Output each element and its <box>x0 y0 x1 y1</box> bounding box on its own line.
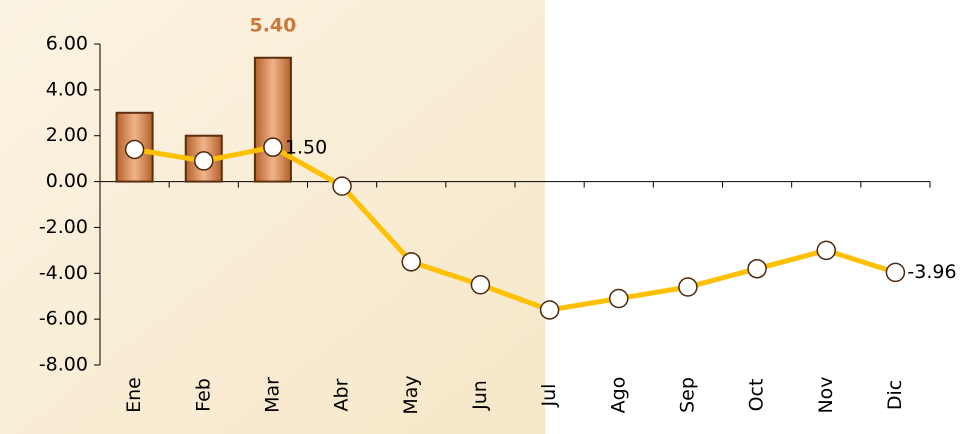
y-tick-label: -4.00 <box>39 262 88 284</box>
x-tick-label: Oct <box>746 379 768 412</box>
data-label: 5.40 <box>249 14 296 36</box>
y-tick-label: 0.00 <box>46 170 88 192</box>
point <box>471 276 489 294</box>
point <box>333 177 351 195</box>
x-tick-label: Feb <box>192 378 214 412</box>
point <box>748 260 766 278</box>
x-tick-label: Nov <box>815 376 837 413</box>
x-tick-label: Mar <box>261 377 283 413</box>
y-tick-label: -6.00 <box>39 308 88 330</box>
point <box>541 301 559 319</box>
data-label: 1.50 <box>285 137 327 159</box>
chart: -8.00 -6.00 -4.00 -2.00 0.00 2.00 4.00 6.00 Ene F… <box>0 0 969 434</box>
x-tick-label: Jun <box>469 380 491 411</box>
point <box>610 290 628 308</box>
point <box>679 278 697 296</box>
y-tick-label: -2.00 <box>39 216 88 238</box>
point <box>402 253 420 271</box>
y-tick-label: -8.00 <box>39 354 88 376</box>
x-tick-label: Sep <box>676 377 698 413</box>
y-tick-label: 2.00 <box>46 124 88 146</box>
point <box>817 241 835 259</box>
x-tick-label: Jul <box>538 384 560 408</box>
point <box>264 138 282 156</box>
point <box>126 140 144 158</box>
y-tick-label: 4.00 <box>46 78 88 100</box>
point <box>886 263 904 281</box>
x-tick-label: Abr <box>331 378 353 411</box>
bar <box>255 58 291 182</box>
x-tick-label: Ene <box>123 377 145 413</box>
x-tick-label: Ago <box>607 377 629 414</box>
y-tick-label: 6.00 <box>46 33 88 55</box>
data-label: -3.96 <box>907 261 956 283</box>
x-tick-label: Dic <box>884 380 906 410</box>
x-tick-label: May <box>400 375 422 414</box>
point <box>195 152 213 170</box>
